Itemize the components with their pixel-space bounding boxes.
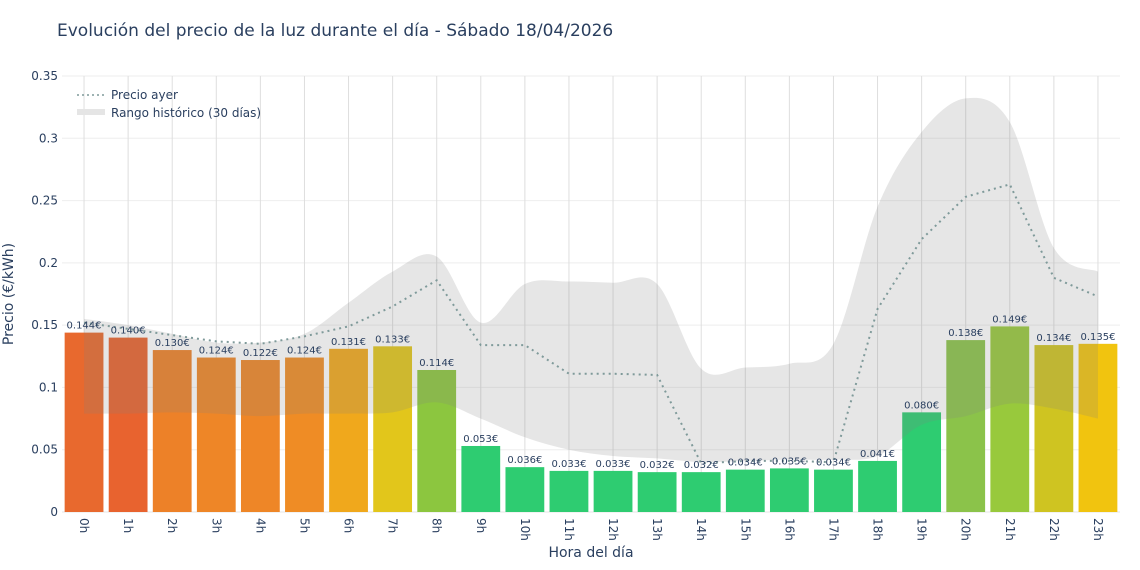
value-label: 0.135€ — [1080, 332, 1115, 343]
x-tick-label: 9h — [474, 518, 488, 533]
y-tick-label: 0.1 — [39, 380, 58, 394]
bar — [329, 348, 368, 512]
bar — [152, 350, 192, 512]
value-label: 0.034€ — [816, 458, 851, 469]
x-tick-label: 8h — [430, 518, 444, 533]
value-label: 0.041€ — [860, 449, 895, 460]
value-label: 0.114€ — [419, 358, 454, 369]
x-tick-label: 14h — [694, 518, 708, 541]
x-tick-label: 4h — [253, 518, 267, 533]
bar — [725, 469, 765, 512]
y-tick-label: 0.2 — [39, 256, 58, 270]
yesterday-price-polyline — [83, 183, 1099, 465]
value-label: 0.124€ — [199, 346, 234, 357]
x-tick-label: 17h — [826, 518, 840, 541]
value-label: 0.149€ — [992, 314, 1027, 325]
x-tick-label: 23h — [1091, 518, 1105, 541]
yesterday-price-line — [83, 183, 1099, 465]
bars — [64, 326, 1118, 512]
value-label: 0.138€ — [948, 328, 983, 339]
bar — [196, 357, 236, 512]
bar — [240, 360, 280, 512]
x-tick-label: 21h — [1003, 518, 1017, 541]
legend-label: Rango histórico (30 días) — [111, 106, 261, 120]
x-tick-label: 15h — [738, 518, 752, 541]
bar — [637, 472, 677, 512]
legend-label: Precio ayer — [111, 88, 178, 102]
value-label: 0.033€ — [596, 459, 631, 470]
bar — [417, 369, 457, 512]
value-label: 0.032€ — [640, 460, 675, 471]
value-label: 0.033€ — [551, 459, 586, 470]
x-tick-label: 10h — [518, 518, 532, 541]
chart-title: Evolución del precio de la luz durante e… — [57, 21, 614, 41]
y-tick-label: 0.35 — [31, 69, 58, 83]
bar — [681, 472, 721, 512]
bar — [814, 469, 853, 512]
axes: 0 0.05 0.1 0.15 0.2 0.25 0.3 0.35 0h 1h 2h 3h 4h 5h 6h… — [31, 69, 1105, 541]
bar — [505, 467, 545, 512]
bar — [946, 340, 986, 512]
bar — [64, 332, 104, 512]
x-tick-label: 1h — [121, 518, 135, 533]
value-label: 0.036€ — [507, 455, 542, 466]
x-tick-label: 16h — [782, 518, 796, 541]
value-label: 0.080€ — [904, 400, 939, 411]
y-tick-label: 0.25 — [31, 194, 58, 208]
value-label: 0.133€ — [375, 334, 410, 345]
bar — [108, 337, 148, 512]
x-tick-label: 12h — [606, 518, 620, 541]
legend-band-swatch — [77, 109, 105, 115]
value-label: 0.032€ — [684, 460, 719, 471]
x-tick-label: 18h — [871, 518, 885, 541]
bar — [285, 357, 324, 512]
x-axis-title: Hora del día — [548, 545, 633, 561]
bar — [549, 470, 589, 512]
value-label: 0.035€ — [772, 456, 807, 467]
y-tick-label: 0.05 — [31, 443, 58, 457]
value-label: 0.053€ — [463, 434, 498, 445]
historic-range-area — [84, 97, 1098, 463]
x-tick-label: 5h — [297, 518, 311, 533]
x-tick-label: 19h — [915, 518, 929, 541]
bar — [902, 412, 942, 512]
legend: Precio ayer Rango histórico (30 días) — [77, 88, 261, 120]
value-label: 0.134€ — [1036, 333, 1071, 344]
bar — [593, 470, 633, 512]
y-tick-label: 0.15 — [31, 318, 58, 332]
historic-range-band — [84, 97, 1098, 463]
value-label: 0.124€ — [287, 346, 322, 357]
value-label: 0.140€ — [111, 326, 146, 337]
x-tick-label: 2h — [165, 518, 179, 533]
bar — [1078, 343, 1118, 512]
value-label: 0.131€ — [331, 337, 366, 348]
x-tick-label: 7h — [386, 518, 400, 533]
value-label: 0.034€ — [728, 458, 763, 469]
value-label: 0.122€ — [243, 348, 278, 359]
x-tick-label: 13h — [650, 518, 664, 541]
bar — [373, 346, 413, 512]
x-tick-label: 0h — [77, 518, 91, 533]
value-labels: 0.144€ 0.140€ 0.130€ 0.124€ 0.122€ 0.124€ 0.13… — [67, 314, 1116, 471]
bar — [1034, 345, 1074, 512]
value-label: 0.144€ — [67, 321, 102, 332]
x-tick-label: 3h — [209, 518, 223, 533]
y-axis-title: Precio (€/kWh) — [1, 243, 17, 345]
bar — [990, 326, 1030, 512]
value-label: 0.130€ — [155, 338, 190, 349]
bar — [461, 445, 501, 512]
x-tick-label: 11h — [562, 518, 576, 541]
x-tick-label: 20h — [959, 518, 973, 541]
bar — [858, 460, 897, 512]
x-tick-label: 22h — [1047, 518, 1061, 541]
y-tick-label: 0 — [50, 505, 58, 519]
y-tick-label: 0.3 — [39, 131, 58, 145]
bar — [769, 468, 809, 512]
x-tick-label: 6h — [342, 518, 356, 533]
